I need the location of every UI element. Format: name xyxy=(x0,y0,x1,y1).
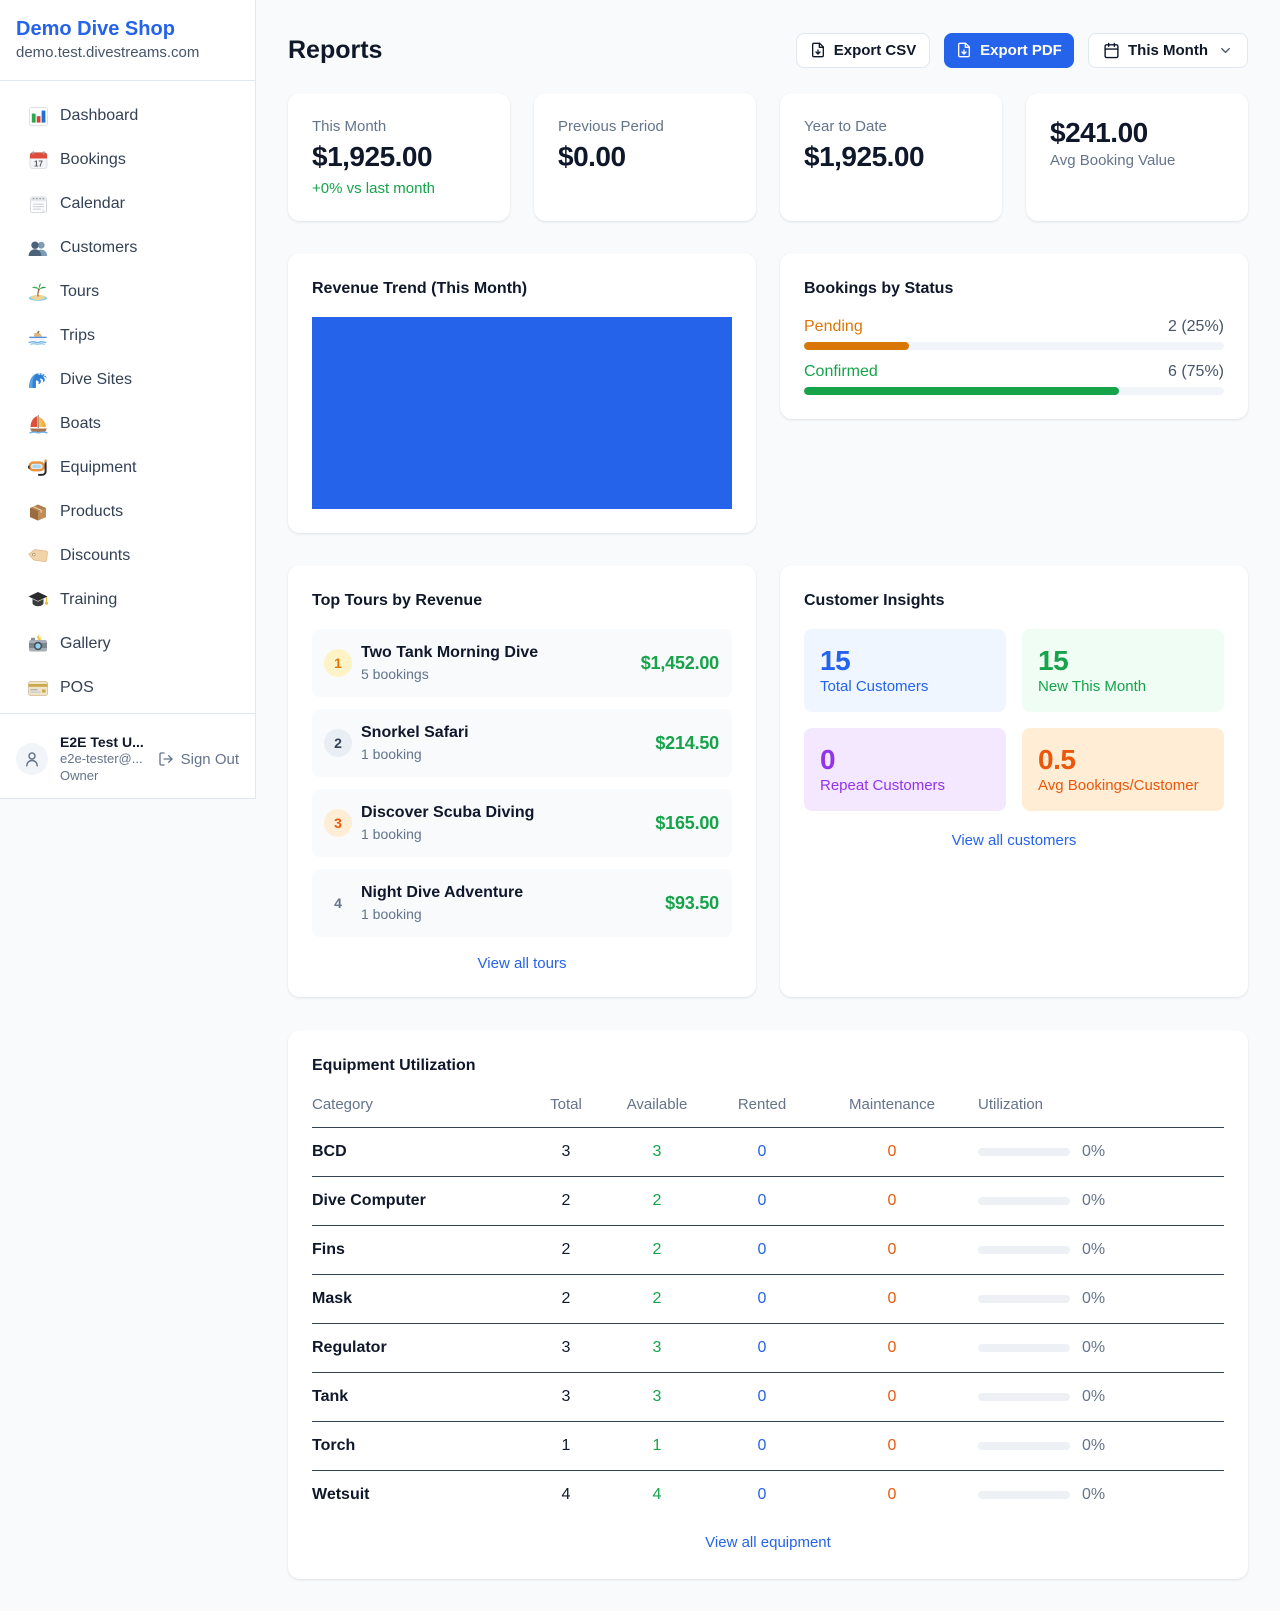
svg-text:17: 17 xyxy=(34,159,43,168)
